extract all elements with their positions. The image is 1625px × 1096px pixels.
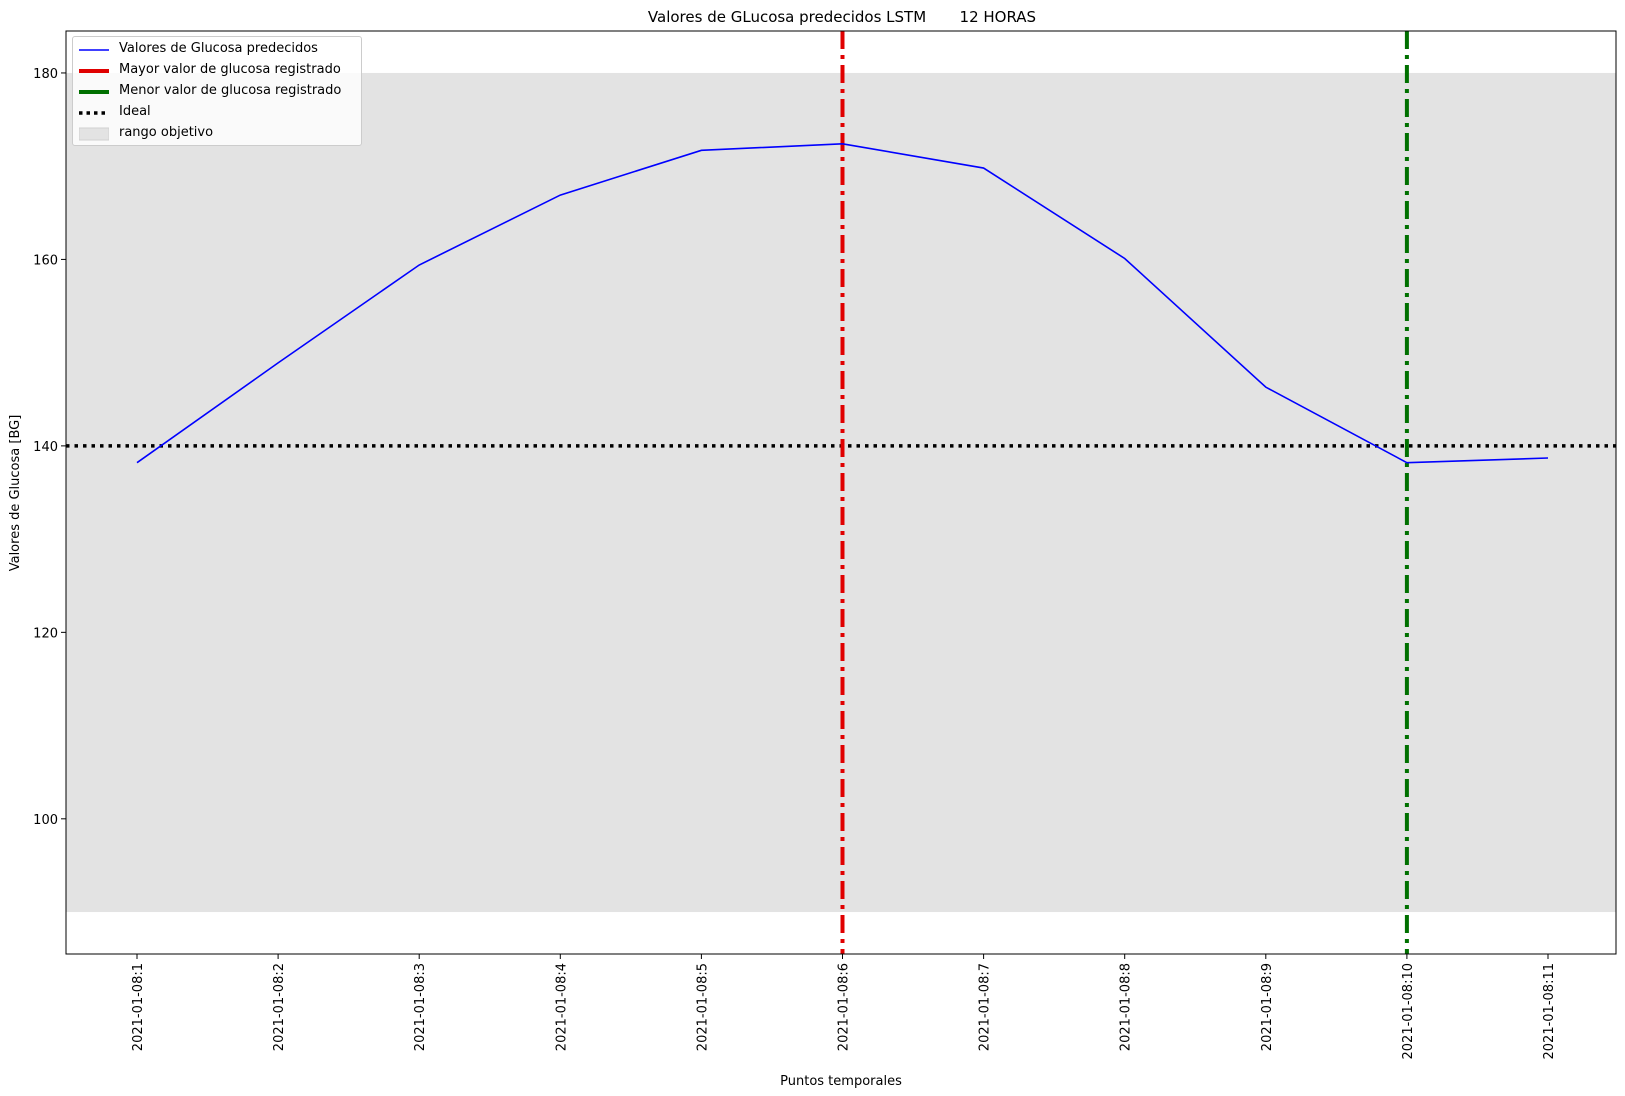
x-tick-label: 2021-01-08:3 [413,963,428,1051]
chart-title: Valores de GLucosa predecidos LSTM 12 HO… [648,8,1036,26]
y-tick-label: 120 [33,626,58,641]
x-tick-label: 2021-01-08:6 [837,963,852,1051]
x-tick-label: 2021-01-08:2 [272,963,287,1051]
legend-item-min: Menor valor de glucosa registrado [73,82,361,102]
legend: Valores de Glucosa predecidos Mayor valo… [72,36,362,146]
x-axis-label: Puntos temporales [780,1074,902,1089]
legend-line-swatch [79,49,109,51]
legend-label: Menor valor de glucosa registrado [119,83,342,98]
legend-item-band: rango objetivo [73,124,361,144]
y-tick-label: 140 [33,440,58,455]
y-axis-label: Valores de Glucosa [BG] [8,415,23,572]
legend-item-ideal: Ideal [73,103,361,123]
legend-label: Ideal [119,104,151,119]
plot-frame [65,30,1617,955]
legend-item-predicted: Valores de Glucosa predecidos [73,40,361,60]
legend-green-swatch [79,90,109,94]
predicted-glucose-line [136,143,1549,464]
x-tick-label: 2021-01-08:7 [978,963,993,1051]
x-tick-label: 2021-01-08:10 [1401,963,1416,1059]
x-tick-label: 2021-01-08:11 [1542,963,1557,1059]
y-tick-label: 160 [33,253,58,268]
x-tick-label: 2021-01-08:1 [131,963,146,1051]
legend-band-swatch [79,127,109,141]
x-tick-label: 2021-01-08:8 [1119,963,1134,1051]
x-tick-label: 2021-01-08:4 [554,963,569,1051]
y-axis: 100 120 140 160 180 [33,67,66,828]
x-axis: 2021-01-08:1 2021-01-08:2 2021-01-08:3 2021… [131,954,1557,1059]
legend-label: Valores de Glucosa predecidos [119,41,318,56]
legend-red-swatch [79,69,109,73]
legend-dotted-swatch [79,111,109,115]
y-tick-label: 100 [33,813,58,828]
legend-label: Mayor valor de glucosa registrado [119,62,341,77]
legend-label: rango objetivo [119,125,214,140]
y-tick-label: 180 [33,67,58,82]
x-tick-label: 2021-01-08:5 [695,963,710,1051]
x-tick-label: 2021-01-08:9 [1260,963,1275,1051]
legend-item-max: Mayor valor de glucosa registrado [73,61,361,81]
